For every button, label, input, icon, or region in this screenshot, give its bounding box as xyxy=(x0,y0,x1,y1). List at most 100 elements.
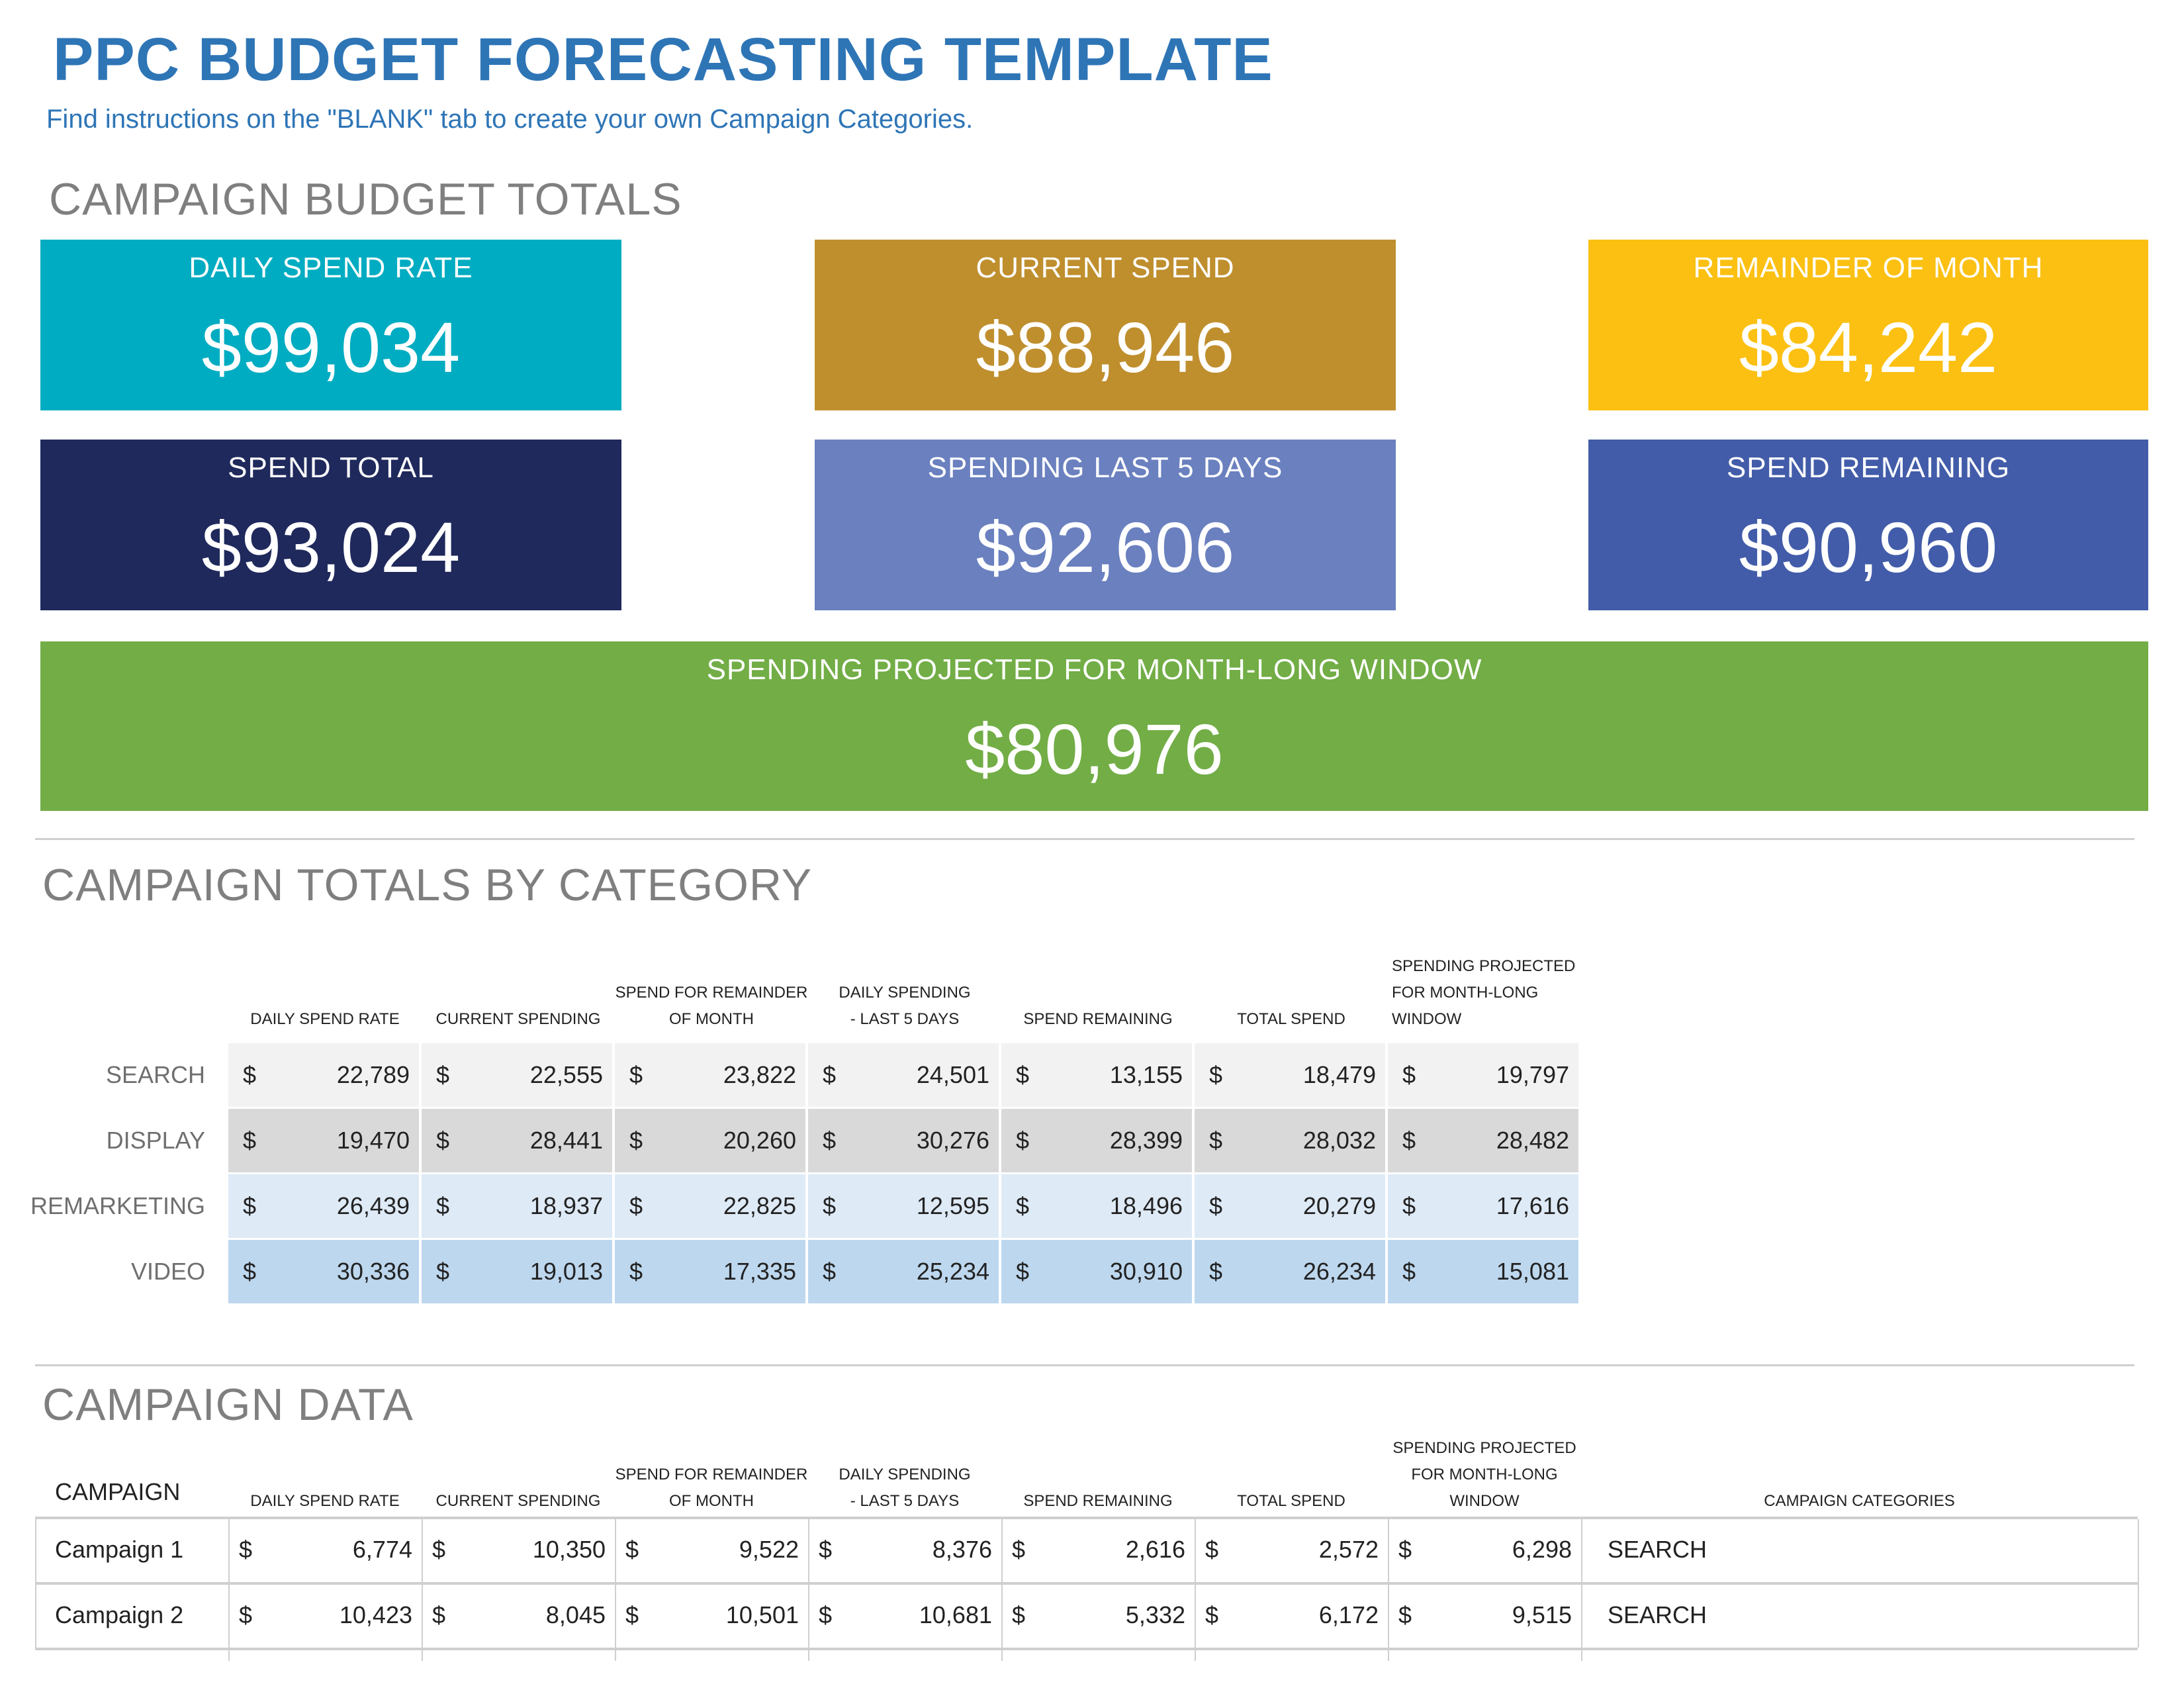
currency-symbol: $ xyxy=(432,1601,446,1628)
currency-symbol: $ xyxy=(625,1601,639,1628)
table-cell: $13,155 xyxy=(1001,1043,1192,1107)
current-spend-value: $88,946 xyxy=(976,307,1235,387)
page-title: PPC BUDGET FORECASTING TEMPLATE xyxy=(53,26,1273,93)
categories-column-header: CAMPAIGN CATEGORIES xyxy=(1764,1492,1955,1510)
spending-last-5-days-card: SPENDING LAST 5 DAYS $92,606 xyxy=(815,440,1396,610)
cell-value: 9,515 xyxy=(1512,1601,1572,1628)
column-divider xyxy=(228,1519,230,1661)
table-cell: $20,260 xyxy=(615,1109,805,1172)
category-label: DISPLAY xyxy=(106,1127,205,1154)
column-header: WINDOW xyxy=(1392,1010,1462,1028)
instructions-text: Find instructions on the "BLANK" tab to … xyxy=(46,105,974,134)
currency-symbol: $ xyxy=(819,1601,833,1628)
currency-symbol: $ xyxy=(436,1127,450,1154)
column-header: DAILY SPEND RATE xyxy=(250,1010,400,1028)
table-cell: $22,789 xyxy=(228,1043,419,1107)
current-spend-card: CURRENT SPEND $88,946 xyxy=(815,240,1396,410)
campaign-name[interactable]: Campaign 1 xyxy=(55,1536,184,1563)
cell-value: 10,501 xyxy=(725,1601,799,1628)
column-divider xyxy=(1388,1519,1389,1661)
section-divider xyxy=(35,838,2134,840)
spend-total-value: $93,024 xyxy=(201,507,461,587)
table-cell[interactable]: $8,376 xyxy=(808,1518,1001,1581)
section-divider xyxy=(35,1364,2134,1366)
spend-total-label: SPEND TOTAL xyxy=(228,451,434,484)
column-header: - LAST 5 DAYS xyxy=(850,1010,960,1028)
cell-value: 24,501 xyxy=(916,1061,989,1088)
currency-symbol: $ xyxy=(1402,1127,1416,1154)
column-header: SPEND REMAINING xyxy=(1023,1492,1173,1510)
cell-value: 22,789 xyxy=(336,1061,410,1088)
cell-value: 28,441 xyxy=(529,1127,603,1154)
campaign-category[interactable]: SEARCH xyxy=(1608,1536,1707,1563)
campaign-name[interactable]: Campaign 2 xyxy=(55,1601,184,1628)
column-header: DAILY SPEND RATE xyxy=(250,1492,400,1510)
currency-symbol: $ xyxy=(1402,1061,1416,1088)
table-cell[interactable]: $10,501 xyxy=(615,1583,808,1647)
column-header: DAILY SPENDING xyxy=(839,984,971,1002)
column-divider xyxy=(1195,1519,1196,1661)
cell-value: 18,937 xyxy=(529,1192,603,1219)
table-cell: $26,439 xyxy=(228,1174,419,1238)
table-cell[interactable]: $9,515 xyxy=(1388,1583,1581,1647)
row-divider xyxy=(35,1517,2138,1519)
cell-value: 15,081 xyxy=(1496,1258,1569,1285)
cell-value: 25,234 xyxy=(916,1258,989,1285)
category-label: REMARKETING xyxy=(30,1192,205,1219)
table-cell: $26,234 xyxy=(1195,1240,1385,1303)
table-cell: $17,335 xyxy=(615,1240,805,1303)
table-cell: $28,399 xyxy=(1001,1109,1192,1172)
daily-spend-rate-card: DAILY SPEND RATE $99,034 xyxy=(40,240,621,410)
cell-value: 26,439 xyxy=(336,1192,410,1219)
cell-value: 6,172 xyxy=(1318,1601,1379,1628)
campaign-category[interactable]: SEARCH xyxy=(1608,1601,1707,1628)
currency-symbol: $ xyxy=(625,1536,639,1563)
column-header: DAILY SPENDING xyxy=(839,1466,971,1483)
currency-symbol: $ xyxy=(629,1061,643,1088)
table-cell: $18,496 xyxy=(1001,1174,1192,1238)
cell-value: 2,572 xyxy=(1318,1536,1379,1563)
column-header: CURRENT SPENDING xyxy=(435,1492,601,1510)
table-cell[interactable]: $10,350 xyxy=(422,1518,615,1581)
column-divider xyxy=(422,1519,423,1661)
spend-remaining-label: SPEND REMAINING xyxy=(1726,451,2011,484)
cell-value: 2,616 xyxy=(1125,1536,1185,1563)
column-divider xyxy=(808,1519,809,1661)
spend-total-card: SPEND TOTAL $93,024 xyxy=(40,440,621,610)
table-cell[interactable]: $10,423 xyxy=(228,1583,422,1647)
table-cell[interactable]: $10,681 xyxy=(808,1583,1001,1647)
table-cell[interactable]: $6,774 xyxy=(228,1518,422,1581)
remainder-of-month-value: $84,242 xyxy=(1739,307,1998,387)
currency-symbol: $ xyxy=(1398,1536,1412,1563)
table-cell[interactable]: $2,572 xyxy=(1195,1518,1388,1581)
table-cell[interactable]: $6,298 xyxy=(1388,1518,1581,1581)
table-cell: $20,279 xyxy=(1195,1174,1385,1238)
cell-value: 6,774 xyxy=(352,1536,412,1563)
table-cell[interactable]: $6,172 xyxy=(1195,1583,1388,1647)
currency-symbol: $ xyxy=(823,1061,837,1088)
currency-symbol: $ xyxy=(1016,1258,1030,1285)
table-cell[interactable]: $9,522 xyxy=(615,1518,808,1581)
table-cell: $28,482 xyxy=(1388,1109,1578,1172)
table-cell[interactable]: $2,616 xyxy=(1001,1518,1195,1581)
category-label: SEARCH xyxy=(105,1061,205,1088)
currency-symbol: $ xyxy=(823,1127,837,1154)
table-cell[interactable]: $8,045 xyxy=(422,1583,615,1647)
column-divider xyxy=(1001,1519,1003,1661)
currency-symbol: $ xyxy=(432,1536,446,1563)
currency-symbol: $ xyxy=(1012,1536,1026,1563)
cell-value: 6,298 xyxy=(1512,1536,1572,1563)
cell-value: 26,234 xyxy=(1302,1258,1376,1285)
table-cell[interactable]: $5,332 xyxy=(1001,1583,1195,1647)
cell-value: 28,482 xyxy=(1496,1127,1569,1154)
cell-value: 10,681 xyxy=(919,1601,992,1628)
cell-value: 12,595 xyxy=(916,1192,989,1219)
currency-symbol: $ xyxy=(1398,1601,1412,1628)
cell-value: 19,797 xyxy=(1496,1061,1569,1088)
column-divider xyxy=(35,1519,36,1648)
column-header: SPEND FOR REMAINDER xyxy=(615,984,808,1002)
table-cell: $30,910 xyxy=(1001,1240,1192,1303)
column-header: FOR MONTH-LONG xyxy=(1392,984,1539,1002)
daily-spend-rate-label: DAILY SPEND RATE xyxy=(189,252,473,284)
column-header: TOTAL SPEND xyxy=(1237,1492,1345,1510)
